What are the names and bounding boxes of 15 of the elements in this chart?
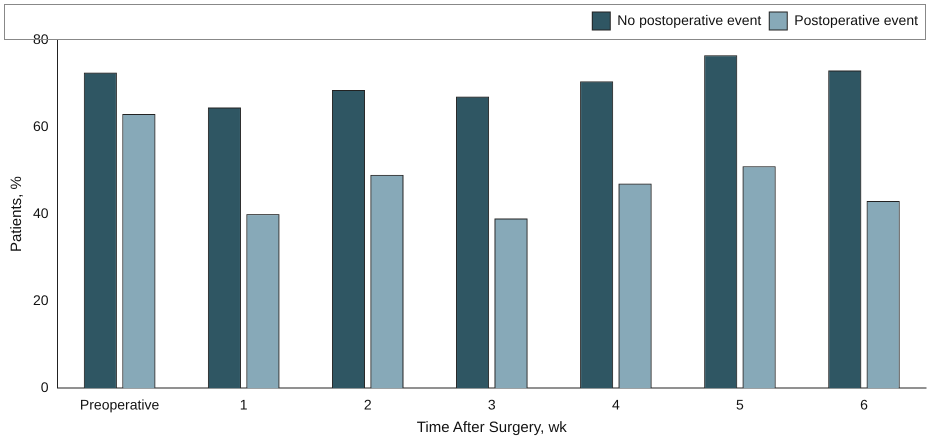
y-tick-label: 40 bbox=[32, 204, 49, 221]
x-tick-label: Preoperative bbox=[80, 396, 160, 412]
y-tick-label: 0 bbox=[40, 379, 49, 396]
y-tick-label: 60 bbox=[32, 118, 49, 134]
x-tick-label: 6 bbox=[860, 396, 868, 412]
x-axis-title: Time After Surgery, wk bbox=[416, 419, 568, 436]
x-tick-label: 4 bbox=[612, 396, 620, 412]
legend-label: No postoperative event bbox=[617, 12, 762, 28]
y-tick-label: 20 bbox=[32, 292, 49, 308]
y-axis-title: Patients, % bbox=[8, 176, 26, 252]
x-tick-label: 1 bbox=[240, 396, 248, 412]
x-tick-label: 5 bbox=[736, 396, 744, 412]
x-tick-label: 2 bbox=[364, 396, 372, 412]
legend-label: Postoperative event bbox=[794, 12, 918, 28]
x-tick-label: 3 bbox=[488, 396, 496, 412]
